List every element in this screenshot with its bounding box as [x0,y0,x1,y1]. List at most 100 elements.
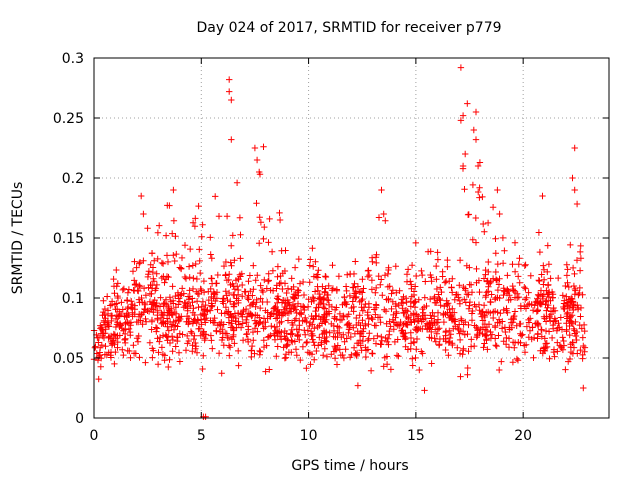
data-point [364,273,372,280]
data-point [220,300,227,307]
data-point [140,285,148,292]
x-tick-label: 15 [407,428,425,444]
data-point [136,260,143,267]
data-point [303,365,310,372]
data-point [421,294,428,301]
data-point [403,299,410,306]
data-point [139,321,146,328]
data-point [131,277,138,284]
data-point [385,264,392,271]
data-point [170,326,178,333]
data-point [274,314,281,322]
data-point [211,319,218,326]
data-point [436,295,443,303]
data-point [198,233,205,240]
data-point [195,290,203,298]
data-point [484,277,491,284]
data-point [243,330,251,338]
data-point [384,335,392,342]
data-point [468,317,476,324]
data-point [260,235,267,243]
data-point [149,354,156,361]
data-point [419,305,426,313]
data-point [359,289,366,296]
data-point [391,338,399,346]
data-point [439,273,446,280]
data-point [382,217,389,224]
data-point [341,338,348,345]
data-point [142,359,149,366]
data-point [184,332,191,340]
data-point [176,358,184,365]
data-point [372,289,379,296]
data-point [149,345,156,352]
data-point [383,361,391,368]
data-point [192,260,199,268]
data-point [294,289,301,296]
data-point [148,290,155,298]
data-point [113,266,120,274]
data-point [199,298,207,305]
data-point [368,314,375,322]
data-point [472,108,480,116]
data-point [444,301,451,309]
data-point [194,317,202,324]
data-point [311,288,319,295]
data-point [265,270,272,277]
data-point [182,347,190,354]
data-point [533,298,540,305]
data-point [97,344,104,351]
data-point [565,296,572,303]
data-point [130,342,137,349]
data-point [542,298,549,305]
data-point [506,324,513,331]
data-point [163,252,171,259]
data-point [127,328,134,336]
data-point [225,308,232,315]
data-point [116,320,124,327]
data-point [224,296,231,304]
data-point [373,251,380,258]
data-point [495,281,503,288]
data-point [449,341,456,349]
data-point [570,325,577,333]
data-point [105,334,112,341]
data-point [207,234,214,241]
data-point [103,351,111,358]
data-point [307,256,314,263]
data-point [288,337,295,344]
data-point [222,330,229,337]
data-point [350,284,357,291]
data-point [242,305,250,313]
data-point [456,282,463,289]
data-point [112,315,120,323]
data-point [278,299,286,306]
data-point [571,186,578,194]
data-point [480,344,487,351]
data-point [176,298,184,305]
data-points [90,64,589,420]
data-point [310,263,317,270]
data-point [482,292,490,299]
data-point [189,219,197,226]
data-point [373,259,380,267]
data-point [119,306,126,313]
data-point [166,307,173,314]
data-point [535,322,542,330]
data-point [342,346,349,353]
data-point [270,330,278,337]
data-point [493,342,500,350]
data-point [412,354,419,362]
data-point [297,310,305,318]
data-point [184,293,192,300]
data-point [444,263,451,270]
data-point [386,318,393,325]
data-point [407,345,414,353]
data-point [190,305,197,312]
grid-lines [94,58,609,418]
data-point [534,335,541,342]
data-point [180,304,187,311]
data-point [190,335,197,343]
data-point [189,299,196,306]
data-point [251,325,259,332]
